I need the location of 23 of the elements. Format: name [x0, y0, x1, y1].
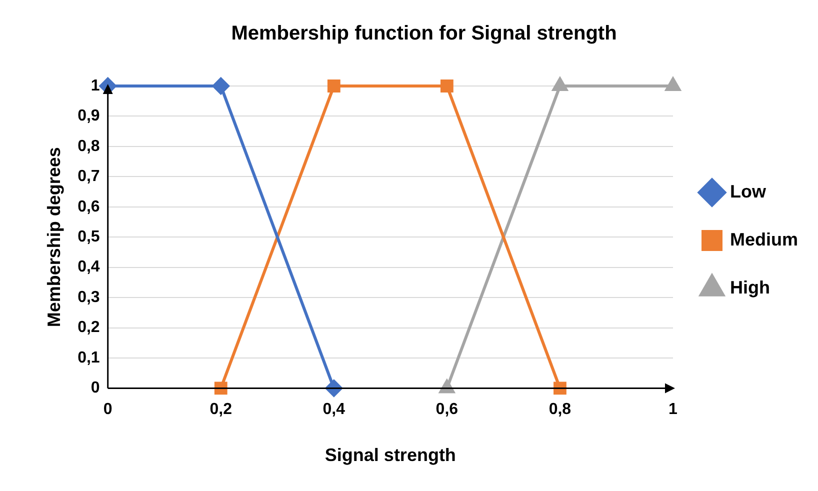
- y-tick-label: 0,9: [78, 108, 100, 125]
- y-axis-title: Membership degrees: [44, 147, 64, 328]
- y-tick-label: 0,6: [78, 198, 100, 216]
- y-tick-label: 0,7: [78, 168, 100, 186]
- x-tick-label: 0,4: [322, 401, 346, 418]
- chart-title: Membership function for Signal strength: [231, 22, 617, 45]
- x-tick-label: 0: [103, 401, 112, 418]
- legend-label: Medium: [730, 229, 798, 250]
- x-tick-label: 0,2: [210, 401, 232, 418]
- x-tick-label: 0,8: [548, 401, 572, 418]
- y-tick-label: 0,5: [78, 228, 100, 246]
- y-tick-label: 1: [90, 77, 100, 94]
- legend-label: High: [730, 277, 770, 298]
- y-tick-label: 0,4: [78, 258, 100, 276]
- y-tick-label: 0,1: [78, 349, 100, 366]
- y-tick-label: 0: [90, 380, 100, 397]
- x-tick-label: 1: [668, 401, 678, 418]
- x-tick-label: 0,6: [436, 401, 458, 418]
- y-tick-label: 0,8: [78, 138, 100, 155]
- y-tick-label: 0,2: [78, 319, 100, 336]
- x-axis-title: Signal strength: [324, 445, 456, 466]
- legend-label: Low: [730, 181, 767, 202]
- y-tick-label: 0,3: [78, 288, 100, 306]
